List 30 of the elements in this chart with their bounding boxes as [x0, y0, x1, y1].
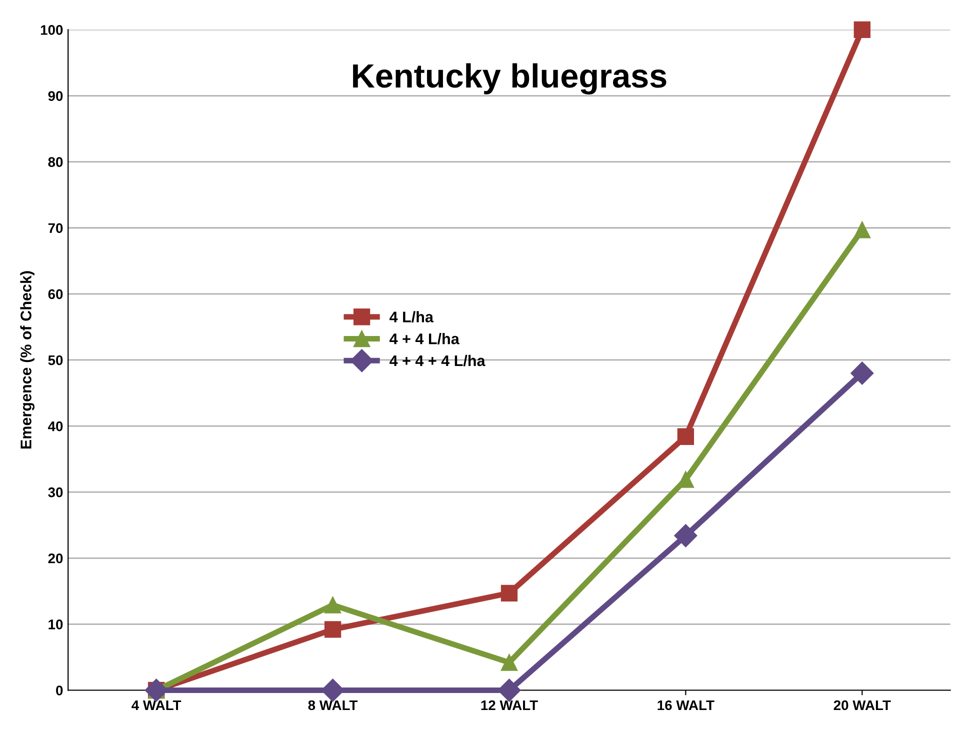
y-tick-label: 60: [48, 289, 63, 300]
y-tick-label: 70: [48, 223, 63, 234]
legend-label: 4 + 4 + 4 L/ha: [390, 354, 486, 366]
y-axis-title: Emergence (% of Check): [20, 271, 34, 449]
x-tick-label: 8 WALT: [308, 700, 358, 710]
point: [854, 222, 870, 238]
y-tick-label: 80: [48, 157, 63, 167]
x-tick-label: 12 WALT: [481, 700, 538, 710]
point: [324, 621, 342, 638]
y-tick-label: 40: [48, 421, 63, 432]
legend-label: 4 L/ha: [390, 311, 434, 323]
point: [500, 584, 518, 602]
x-tick-label: 16 WALT: [658, 700, 714, 710]
x-tick-label: 4 WALT: [132, 700, 182, 710]
point: [500, 654, 518, 671]
legend-label: 4 + 4 L/ha: [390, 333, 460, 344]
y-tick-label: 30: [48, 487, 63, 498]
y-tick-label: 90: [48, 91, 63, 101]
y-tick-label: 10: [48, 620, 63, 630]
point: [850, 362, 874, 385]
point: [854, 21, 870, 38]
point: [677, 428, 694, 445]
y-tick-label: 0: [56, 686, 63, 696]
y-tick-label: 100: [40, 25, 63, 35]
point: [324, 596, 342, 614]
y-tick-label: 20: [48, 553, 63, 564]
y-tick-label: 50: [48, 355, 63, 366]
point: [674, 524, 698, 548]
x-tick-label: 20 WALT: [834, 700, 891, 710]
text: Kentucky bluegrass: [353, 63, 666, 94]
